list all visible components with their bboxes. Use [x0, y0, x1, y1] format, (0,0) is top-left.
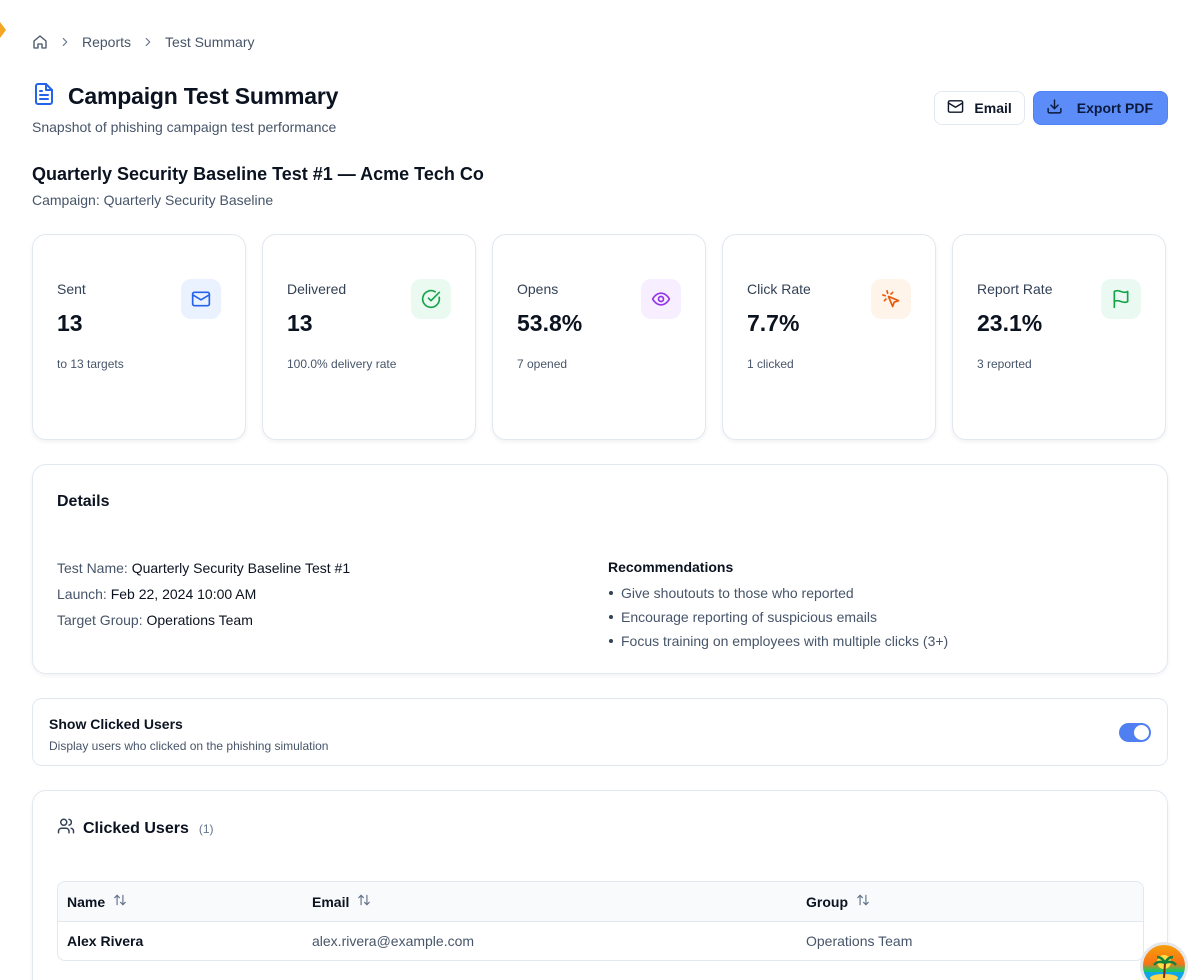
mail-icon — [181, 279, 221, 319]
show-clicked-users-toggle[interactable] — [1119, 723, 1151, 742]
recommendation-item: Give shoutouts to those who reported — [608, 581, 948, 605]
download-icon — [1046, 98, 1063, 118]
detail-row: Test Name: Quarterly Security Baseline T… — [57, 555, 350, 581]
stat-label: Opens — [517, 281, 559, 297]
stat-card-sent: Sent 13 to 13 targets — [32, 234, 246, 440]
toggle-description: Display users who clicked on the phishin… — [49, 739, 329, 753]
chevron-right-icon — [141, 35, 155, 49]
cell-name: Alex Rivera — [67, 933, 144, 949]
home-icon[interactable] — [32, 34, 48, 50]
flag-icon — [1101, 279, 1141, 319]
stat-value: 13 — [57, 310, 83, 336]
stat-card-opens: Opens 53.8% 7 opened — [492, 234, 706, 440]
stat-sub: 7 opened — [517, 357, 568, 371]
test-title: Quarterly Security Baseline Test #1 — Ac… — [32, 164, 484, 184]
clicked-users-count: (1) — [198, 821, 214, 836]
cell-group: Operations Team — [806, 933, 913, 949]
stat-sub: 3 reported — [977, 357, 1032, 371]
email-button-label: Email — [974, 100, 1012, 116]
stat-value: 23.1% — [977, 310, 1043, 336]
stat-label: Sent — [57, 281, 86, 297]
stats-row: Sent 13 to 13 targets Delivered 13 100.0… — [32, 234, 1166, 440]
stat-value: 7.7% — [747, 310, 800, 336]
recommendations: Recommendations Give shoutouts to those … — [608, 555, 948, 653]
breadcrumb: Reports Test Summary — [32, 32, 255, 52]
clicked-users-table: Name Email Group Alex Rivera alex.rivera… — [57, 881, 1144, 961]
column-header-group: Group — [806, 893, 848, 910]
detail-row: Launch: Feb 22, 2024 10:00 AM — [57, 581, 350, 607]
stat-card-report-rate: Report Rate 23.1% 3 reported — [952, 234, 1166, 440]
sort-icon — [856, 893, 870, 910]
sort-icon — [113, 893, 127, 910]
details-card: Details Test Name: Quarterly Security Ba… — [32, 464, 1168, 674]
detail-value: Feb 22, 2024 10:00 AM — [110, 586, 257, 602]
clicked-users-card: Clicked Users (1) Name Email Group Alex … — [32, 790, 1168, 980]
email-button[interactable]: Email — [934, 91, 1025, 125]
pointer-click-icon — [871, 279, 911, 319]
campaign-line: Campaign: Quarterly Security Baseline — [32, 192, 274, 208]
table-header: Name Email Group — [58, 882, 1143, 922]
toggle-title: Show Clicked Users — [49, 716, 183, 732]
eye-icon — [641, 279, 681, 319]
sort-name-header[interactable]: Name — [67, 893, 303, 910]
details-title: Details — [57, 493, 110, 510]
detail-label: Target Group: — [57, 612, 143, 628]
export-pdf-label: Export PDF — [1076, 100, 1153, 116]
sort-icon — [357, 893, 371, 910]
page-header: Campaign Test Summary Snapshot of phishi… — [32, 82, 338, 135]
detail-value: Quarterly Security Baseline Test #1 — [131, 560, 351, 576]
sort-email-header[interactable]: Email — [312, 893, 797, 910]
sort-group-header[interactable]: Group — [806, 893, 1143, 910]
recommendations-title: Recommendations — [608, 559, 734, 575]
column-header-email: Email — [312, 893, 350, 910]
check-circle-icon — [411, 279, 451, 319]
mail-icon — [947, 98, 964, 118]
stat-label: Report Rate — [977, 281, 1053, 297]
edge-tab-marker — [0, 22, 6, 38]
toggle-knob — [1134, 725, 1149, 740]
stat-label: Delivered — [287, 281, 347, 297]
stat-card-delivered: Delivered 13 100.0% delivery rate — [262, 234, 476, 440]
header-actions: Email Export PDF — [934, 91, 1168, 125]
clicked-users-title: Clicked Users — [83, 819, 189, 837]
chevron-right-icon — [58, 35, 72, 49]
stat-card-click-rate: Click Rate 7.7% 1 clicked — [722, 234, 936, 440]
page-title: Campaign Test Summary — [68, 83, 339, 109]
stat-value: 53.8% — [517, 310, 583, 336]
export-pdf-button[interactable]: Export PDF — [1032, 91, 1168, 125]
breadcrumb-test-summary[interactable]: Test Summary — [165, 34, 255, 50]
table-row[interactable]: Alex Rivera alex.rivera@example.com Oper… — [58, 922, 1143, 960]
show-clicked-users-setting: Show Clicked Users Display users who cli… — [32, 698, 1168, 766]
recommendation-item: Focus training on employees with multipl… — [608, 629, 948, 653]
detail-label: Test Name: — [57, 560, 128, 576]
details-list: Test Name: Quarterly Security Baseline T… — [57, 555, 350, 633]
stat-sub: to 13 targets — [57, 357, 124, 371]
breadcrumb-reports[interactable]: Reports — [82, 34, 132, 50]
detail-label: Launch: — [57, 586, 107, 602]
column-header-name: Name — [67, 893, 106, 910]
document-icon — [32, 82, 56, 111]
stat-value: 13 — [287, 310, 313, 336]
detail-row: Target Group: Operations Team — [57, 607, 350, 633]
stat-sub: 100.0% delivery rate — [287, 357, 397, 371]
detail-value: Operations Team — [146, 612, 253, 628]
stat-label: Click Rate — [747, 281, 811, 297]
stat-sub: 1 clicked — [747, 357, 794, 371]
cell-email: alex.rivera@example.com — [312, 933, 475, 949]
user-avatar[interactable] — [1140, 942, 1188, 980]
recommendation-item: Encourage reporting of suspicious emails — [608, 605, 948, 629]
page-subtitle: Snapshot of phishing campaign test perfo… — [32, 119, 337, 135]
users-icon — [57, 817, 75, 840]
palm-tree-icon — [1143, 955, 1185, 980]
